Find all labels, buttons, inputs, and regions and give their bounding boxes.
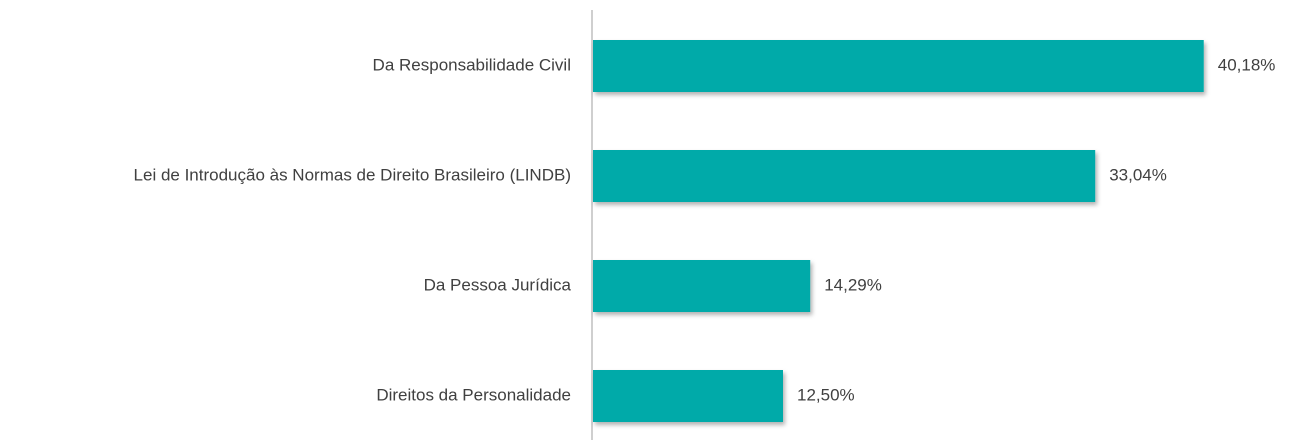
category-label: Direitos da Personalidade (376, 385, 571, 404)
value-label: 14,29% (824, 275, 882, 294)
category-label: Da Responsabilidade Civil (373, 55, 571, 74)
value-label: 33,04% (1109, 165, 1167, 184)
bar (593, 40, 1204, 92)
value-label: 12,50% (797, 385, 855, 404)
category-label: Lei de Introdução às Normas de Direito B… (134, 165, 571, 184)
bar (593, 150, 1096, 202)
value-label: 40,18% (1218, 55, 1276, 74)
category-label: Da Pessoa Jurídica (424, 275, 572, 294)
bar (593, 260, 811, 312)
bar (593, 370, 783, 422)
